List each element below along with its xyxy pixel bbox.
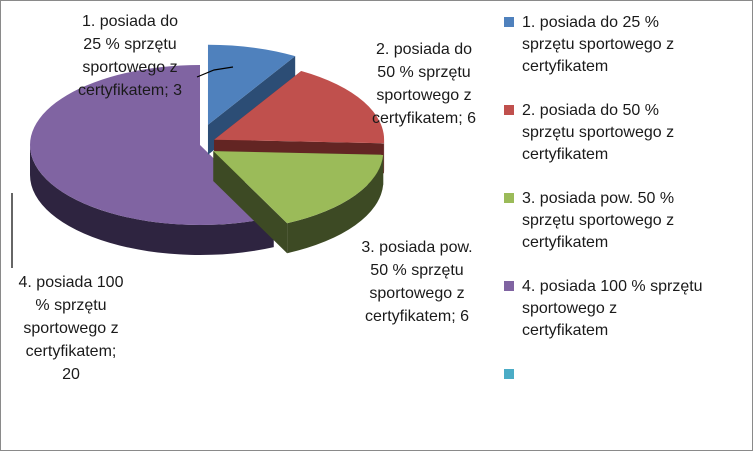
- data-label-4: 4. posiada 100% sprzętu sportowego z certy…: [19, 274, 124, 383]
- legend-label-2: 2. posiada do 50 % sprzętu sportowego z ce…: [522, 102, 675, 163]
- leader-line-1: [196, 66, 234, 78]
- legend-swatch-3: [504, 193, 514, 203]
- data-label-1: 1. posiada do 25 % sprzętu sportowego z cer…: [78, 13, 182, 99]
- legend-item-3: 3. posiada pow. 50 % sprzętu sportowego z…: [502, 188, 742, 254]
- legend-label-1: 1. posiada do 25 % sprzętu sportowego z ce…: [522, 14, 675, 75]
- legend-swatch-2: [504, 105, 514, 115]
- legend: 1. posiada do 25 % sprzętu sportowego z ce…: [502, 12, 742, 408]
- legend-swatch-5: [504, 369, 514, 379]
- legend-swatch-1: [504, 17, 514, 27]
- legend-label-4: 4. posiada 100 % sprzętu sportowego z cert…: [522, 278, 703, 339]
- legend-item-1: 1. posiada do 25 % sprzętu sportowego z ce…: [502, 12, 742, 78]
- legend-item-4: 4. posiada 100 % sprzętu sportowego z cert…: [502, 276, 742, 342]
- slice-4: [30, 65, 274, 255]
- legend-swatch-4: [504, 281, 514, 291]
- legend-item-2: 2. posiada do 50 % sprzętu sportowego z ce…: [502, 100, 742, 166]
- slice-3: [213, 151, 384, 254]
- legend-label-3: 3. posiada pow. 50 % sprzętu sportowego z…: [522, 190, 675, 251]
- data-label-2: 2. posiada do 50 % sprzętu sportowego z cer…: [372, 41, 476, 127]
- legend-item-5: [502, 364, 742, 386]
